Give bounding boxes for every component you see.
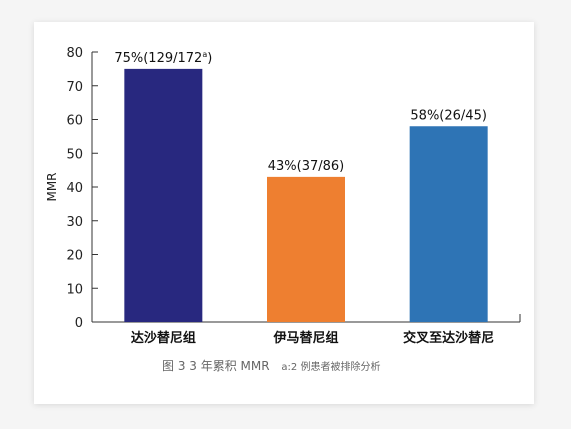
bar-chart: 0 10 20 30 40 50 60 70 80 达沙替尼组 伊马替尼组 交叉至达沙替尼 75%(1…: [45, 46, 521, 373]
y-tick-label: 20: [66, 249, 83, 264]
y-axis-label: MMR: [45, 172, 59, 201]
data-labels: 75%(129/172a) 43%(37/86) 58%(26/45): [114, 50, 487, 174]
caption-note: a:2 例患者被排除分析: [281, 360, 380, 373]
x-tick-label: 伊马替尼组: [272, 330, 338, 346]
data-label: 58%(26/45): [410, 108, 487, 123]
y-tick-label: 30: [66, 215, 83, 230]
chart-card: 0 10 20 30 40 50 60 70 80 达沙替尼组 伊马替尼组 交叉至达沙替尼 75%(1…: [34, 22, 534, 404]
bar: [409, 126, 488, 322]
caption-main: 图 3 3 年累积 MMR: [162, 359, 270, 373]
y-tick-label: 50: [66, 147, 83, 162]
data-label: 43%(37/86): [268, 159, 345, 174]
data-label: 75%(129/172a): [114, 50, 212, 66]
y-tick-label: 60: [66, 114, 83, 129]
bar: [267, 176, 345, 322]
figure-caption: 图 3 3 年累积 MMR a:2 例患者被排除分析: [162, 359, 380, 373]
y-tick-label: 40: [66, 181, 83, 196]
axes: 0 10 20 30 40 50 60 70 80 达沙替尼组 伊马替尼组 交叉至达沙替尼: [66, 46, 521, 346]
y-tick-label: 80: [66, 46, 83, 61]
x-tick-label: 交叉至达沙替尼: [403, 330, 494, 346]
y-tick-label: 70: [66, 80, 83, 95]
bar: [124, 68, 203, 322]
y-tick-label: 10: [66, 282, 83, 297]
x-tick-label: 达沙替尼组: [131, 330, 196, 346]
y-tick-label: 0: [75, 316, 83, 331]
bars: [124, 68, 488, 322]
